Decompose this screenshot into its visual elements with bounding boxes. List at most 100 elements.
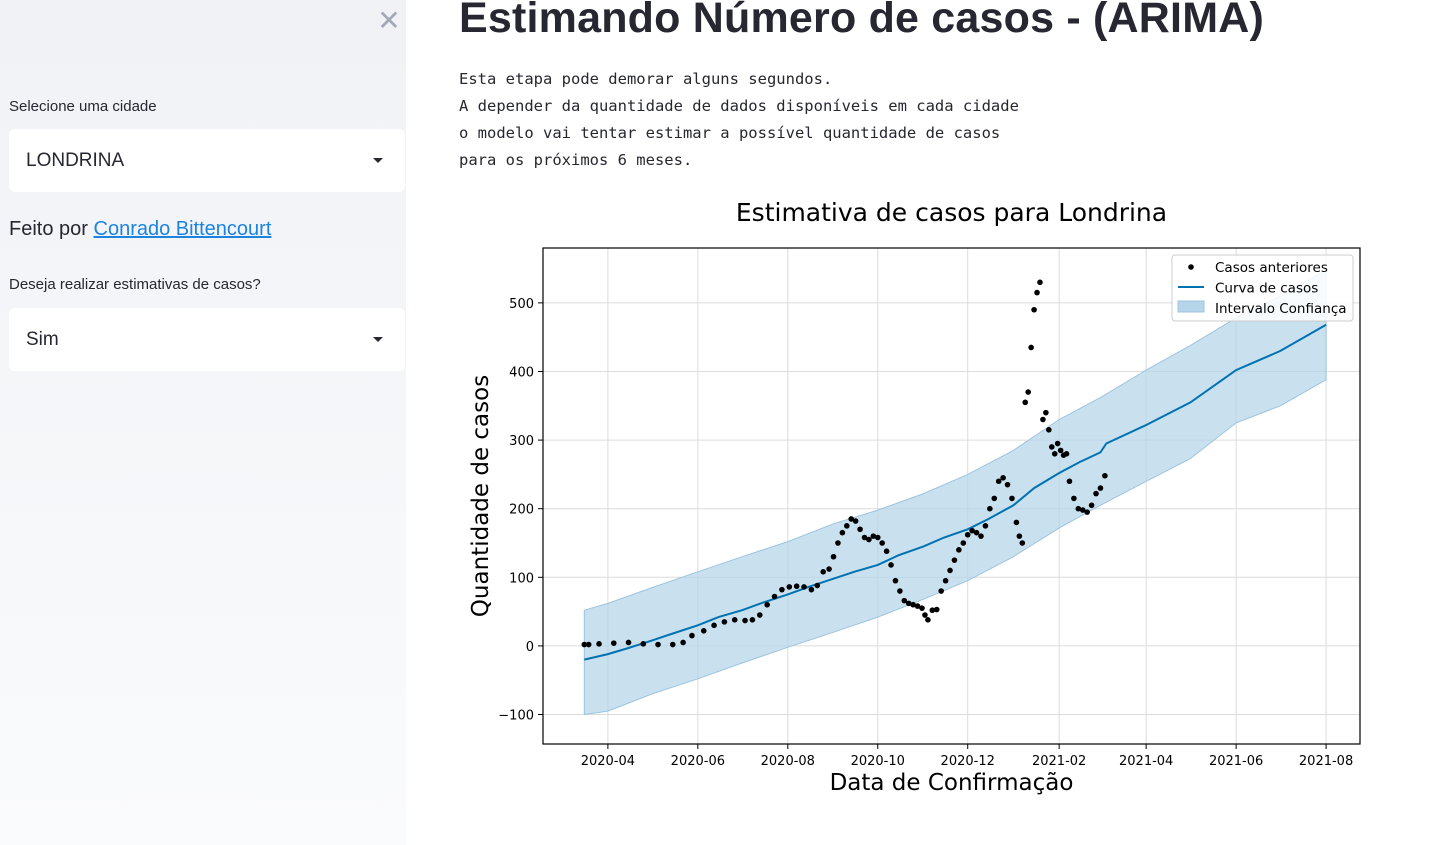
observed-point	[956, 547, 962, 553]
observed-point	[625, 639, 632, 646]
description-line: A depender da quantidade de dados dispon…	[459, 97, 1019, 115]
observed-point	[1093, 490, 1099, 497]
observed-point	[883, 548, 890, 555]
forecast-chart: Estimativa de casos para Londrina 2020-04…	[455, 190, 1415, 810]
observed-point	[1057, 447, 1064, 454]
confidence-band	[583, 269, 1327, 716]
observed-point	[820, 569, 826, 575]
observed-point	[680, 639, 686, 646]
sidebar: ✕ Selecione uma cidade LONDRINA Feito po…	[0, 0, 406, 845]
observed-point	[874, 534, 881, 541]
city-select-value: LONDRINA	[26, 150, 125, 171]
observed-point	[830, 553, 837, 560]
y-tick-label: 400	[509, 365, 534, 380]
description-line: para os próximos 6 meses.	[459, 151, 693, 169]
observed-point	[1037, 279, 1043, 286]
observed-point	[892, 577, 899, 584]
observed-point	[922, 612, 928, 618]
forecast-curve-line	[584, 323, 1327, 661]
observed-point	[1097, 485, 1104, 491]
y-tick-label: 0	[526, 640, 534, 655]
observed-point	[929, 607, 936, 614]
observed-point	[689, 632, 695, 639]
observed-point	[1043, 409, 1049, 416]
y-tick-label: −100	[498, 709, 534, 724]
description-line: o modelo vai tentar estimar a possível q…	[459, 124, 1001, 142]
observed-point	[991, 495, 998, 502]
observed-point	[1084, 509, 1090, 515]
observed-point	[987, 505, 993, 512]
author-link[interactable]: Conrado Bittencourt	[93, 218, 272, 240]
observed-point	[1025, 389, 1031, 395]
observed-point	[793, 583, 800, 590]
observed-point	[866, 536, 872, 543]
y-tick-label: 200	[509, 503, 534, 518]
legend-label: Casos anteriores	[1215, 260, 1328, 276]
observed-point	[1051, 451, 1058, 457]
city-select[interactable]: LONDRINA	[9, 129, 405, 192]
observed-point	[901, 597, 908, 604]
close-sidebar-icon[interactable]: ✕	[377, 4, 401, 37]
observed-point	[1019, 540, 1026, 546]
observed-point	[786, 584, 793, 590]
observed-point	[960, 540, 967, 546]
observed-point	[731, 617, 738, 623]
observed-point	[839, 529, 846, 536]
observed-point	[1079, 507, 1086, 513]
observed-point	[764, 601, 770, 608]
estimate-select[interactable]: Sim	[9, 308, 405, 371]
legend-label: Curva de casos	[1215, 281, 1318, 297]
description-text: Esta etapa pode demorar alguns segundos.…	[459, 66, 1019, 174]
observed-point	[1102, 472, 1108, 479]
observed-point	[1004, 481, 1011, 488]
observed-point	[749, 617, 756, 623]
observed-point	[1046, 426, 1052, 433]
observed-point	[1054, 440, 1061, 447]
observed-point	[1034, 289, 1040, 296]
description-line: Esta etapa pode demorar alguns segundos.	[459, 70, 833, 88]
observed-point	[700, 628, 707, 634]
observed-point	[756, 612, 763, 618]
y-tick-label: 500	[509, 297, 534, 312]
observed-point	[640, 641, 647, 647]
observed-point	[978, 533, 984, 539]
observed-point	[1048, 444, 1055, 450]
observed-point	[964, 531, 971, 538]
estimate-select-label: Deseja realizar estimativas de casos?	[9, 276, 261, 293]
page-title: Estimando Número de casos - (ARIMA)	[459, 0, 1264, 42]
observed-point	[808, 586, 815, 593]
observed-point	[801, 584, 807, 590]
x-tick-label: 2021-02	[1032, 754, 1086, 769]
observed-point	[610, 640, 617, 646]
observed-point	[1063, 451, 1070, 457]
legend-label: Intervalo Confiança	[1215, 301, 1347, 317]
observed-point	[982, 523, 989, 529]
observed-point	[938, 588, 944, 594]
observed-point	[973, 529, 980, 536]
observed-point	[843, 523, 850, 529]
plot-frame	[542, 247, 1361, 745]
observed-point	[910, 601, 916, 608]
observed-point	[835, 540, 841, 546]
made-by-text: Feito por Conrado Bittencourt	[9, 218, 271, 241]
x-tick-label: 2021-06	[1209, 754, 1263, 769]
observed-point	[1088, 502, 1095, 509]
x-tick-label: 2020-08	[761, 754, 815, 769]
y-tick-label: 300	[509, 434, 534, 449]
observed-point	[1071, 495, 1077, 502]
x-tick-label: 2020-06	[671, 754, 725, 769]
observed-point	[711, 622, 717, 629]
made-by-prefix: Feito por	[9, 218, 88, 240]
observed-point	[1075, 505, 1082, 512]
observed-point	[1031, 306, 1037, 313]
legend-box	[1171, 254, 1354, 322]
observed-point	[814, 582, 821, 589]
observed-point	[933, 606, 940, 613]
observed-point	[1000, 475, 1006, 481]
x-tick-label: 2021-08	[1299, 754, 1353, 769]
chart-title: Estimativa de casos para Londrina	[736, 198, 1167, 227]
observed-point	[669, 641, 676, 648]
observed-point	[897, 588, 903, 594]
observed-point	[888, 562, 894, 568]
y-axis-label: Quantidade de casos	[468, 375, 494, 617]
